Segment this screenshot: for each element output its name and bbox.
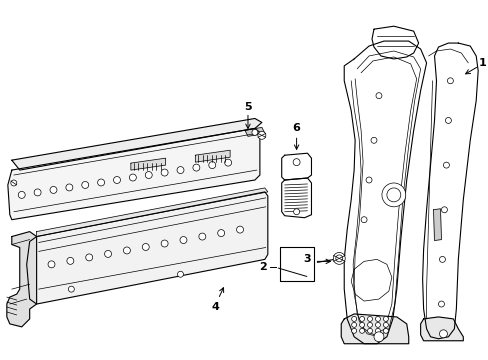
Circle shape — [48, 261, 55, 268]
Circle shape — [386, 188, 400, 202]
Polygon shape — [422, 43, 477, 339]
Circle shape — [81, 181, 88, 188]
Circle shape — [104, 251, 111, 257]
Circle shape — [18, 192, 25, 198]
Circle shape — [98, 179, 104, 186]
Polygon shape — [12, 118, 262, 170]
Circle shape — [66, 184, 73, 191]
Circle shape — [367, 323, 372, 327]
Circle shape — [335, 255, 342, 262]
Circle shape — [366, 177, 371, 183]
Polygon shape — [279, 247, 314, 281]
Circle shape — [367, 328, 372, 333]
Circle shape — [381, 183, 405, 207]
Circle shape — [351, 323, 356, 327]
Circle shape — [370, 137, 376, 143]
Polygon shape — [281, 178, 311, 218]
Circle shape — [161, 169, 168, 176]
Circle shape — [129, 174, 136, 181]
Circle shape — [208, 162, 215, 168]
Circle shape — [113, 176, 120, 184]
Polygon shape — [371, 26, 418, 59]
Circle shape — [441, 207, 447, 213]
Circle shape — [375, 316, 380, 321]
Polygon shape — [344, 41, 426, 344]
Polygon shape — [27, 192, 267, 304]
Circle shape — [251, 129, 257, 135]
Polygon shape — [281, 153, 311, 180]
Circle shape — [383, 323, 387, 327]
Circle shape — [445, 117, 450, 123]
Circle shape — [180, 237, 186, 243]
Circle shape — [217, 230, 224, 237]
Circle shape — [375, 328, 380, 333]
Circle shape — [145, 172, 152, 179]
Polygon shape — [37, 188, 267, 237]
Circle shape — [68, 286, 74, 292]
Circle shape — [375, 93, 381, 99]
Circle shape — [292, 159, 300, 166]
Circle shape — [85, 254, 93, 261]
Text: 3: 3 — [303, 255, 311, 264]
Circle shape — [447, 78, 452, 84]
Circle shape — [192, 164, 200, 171]
Polygon shape — [420, 317, 462, 341]
Circle shape — [199, 233, 205, 240]
Circle shape — [123, 247, 130, 254]
Circle shape — [177, 271, 183, 277]
Polygon shape — [433, 209, 441, 240]
Polygon shape — [341, 314, 408, 344]
Circle shape — [34, 189, 41, 196]
Text: 1: 1 — [477, 58, 485, 68]
Circle shape — [351, 316, 356, 321]
Circle shape — [439, 256, 445, 262]
Circle shape — [67, 257, 74, 264]
Polygon shape — [131, 158, 165, 170]
Circle shape — [438, 301, 444, 307]
Circle shape — [333, 252, 345, 264]
Circle shape — [293, 209, 299, 215]
Circle shape — [443, 162, 448, 168]
Circle shape — [439, 330, 447, 338]
Circle shape — [236, 226, 243, 233]
Circle shape — [50, 186, 57, 193]
Circle shape — [11, 180, 17, 186]
Circle shape — [373, 332, 383, 342]
Text: 6: 6 — [292, 123, 300, 134]
Polygon shape — [7, 231, 37, 327]
Circle shape — [161, 240, 168, 247]
Text: 4: 4 — [211, 302, 219, 312]
Polygon shape — [195, 150, 230, 162]
Circle shape — [375, 323, 380, 327]
Circle shape — [359, 323, 364, 327]
Circle shape — [383, 316, 387, 321]
Circle shape — [359, 328, 364, 333]
Polygon shape — [8, 129, 259, 220]
Circle shape — [177, 167, 183, 174]
Circle shape — [383, 328, 387, 333]
Circle shape — [351, 328, 356, 333]
Text: 5: 5 — [244, 102, 251, 112]
Circle shape — [142, 243, 149, 251]
Circle shape — [367, 316, 372, 321]
Text: 2: 2 — [259, 262, 266, 272]
Circle shape — [224, 159, 231, 166]
Polygon shape — [244, 127, 264, 136]
Circle shape — [359, 316, 364, 321]
Circle shape — [360, 217, 366, 223]
Circle shape — [257, 131, 265, 139]
